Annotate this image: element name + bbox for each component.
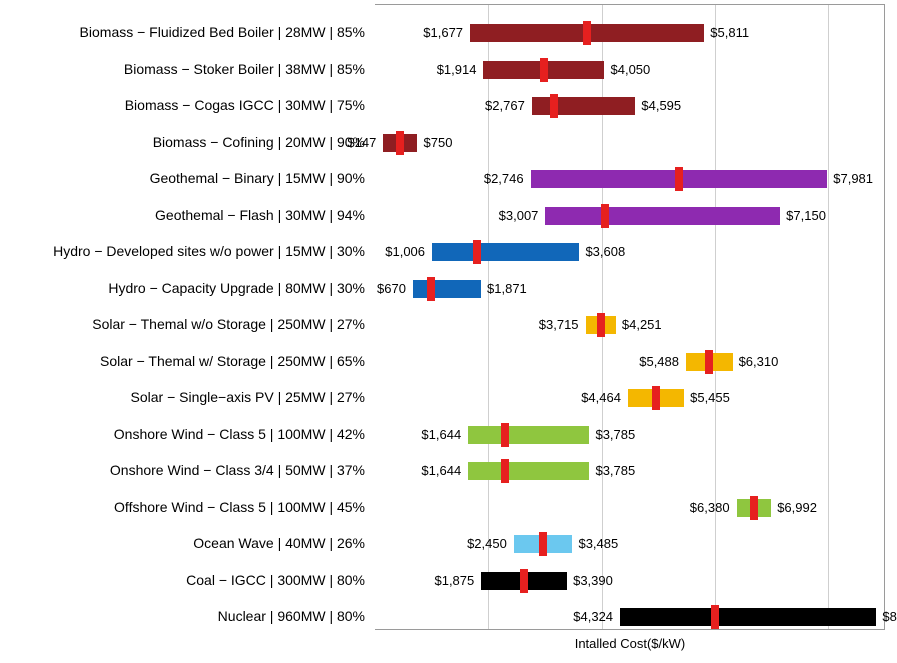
gridline	[715, 5, 716, 629]
low-value-label: $670	[377, 280, 406, 298]
range-bar	[532, 97, 636, 115]
high-value-label: $3,608	[585, 243, 625, 261]
low-value-label: $1,677	[423, 24, 463, 42]
range-bar	[545, 207, 780, 225]
median-marker	[473, 240, 481, 264]
low-value-label: $1,644	[421, 462, 461, 480]
category-label: Offshore Wind − Class 5 | 100MW | 45%	[0, 498, 365, 516]
high-value-label: $3,785	[595, 462, 635, 480]
median-marker	[750, 496, 758, 520]
category-label: Ocean Wave | 40MW | 26%	[0, 534, 365, 552]
plot-area: $1,677$5,811$1,914$4,050$2,767$4,595$147…	[375, 4, 885, 630]
category-label: Onshore Wind − Class 5 | 100MW | 42%	[0, 425, 365, 443]
low-value-label: $2,746	[484, 170, 524, 188]
median-marker	[705, 350, 713, 374]
category-label: Solar − Single−axis PV | 25MW | 27%	[0, 388, 365, 406]
median-marker	[675, 167, 683, 191]
high-value-label: $1,871	[487, 280, 527, 298]
gridline	[828, 5, 829, 629]
installed-cost-chart: Biomass − Fluidized Bed Boiler | 28MW | …	[0, 0, 897, 663]
low-value-label: $1,914	[437, 61, 477, 79]
low-value-label: $1,875	[434, 572, 474, 590]
low-value-label: $147	[347, 134, 376, 152]
category-label: Solar − Themal w/ Storage | 250MW | 65%	[0, 352, 365, 370]
range-bar	[620, 608, 876, 626]
category-label: Biomass − Cogas IGCC | 30MW | 75%	[0, 96, 365, 114]
median-marker	[550, 94, 558, 118]
high-value-label: $7,981	[833, 170, 873, 188]
category-label: Solar − Themal w/o Storage | 250MW | 27%	[0, 315, 365, 333]
high-value-label: $4,251	[622, 316, 662, 334]
high-value-label: $5,455	[690, 389, 730, 407]
category-label: Hydro − Capacity Upgrade | 80MW | 30%	[0, 279, 365, 297]
low-value-label: $1,006	[385, 243, 425, 261]
median-marker	[501, 423, 509, 447]
low-value-label: $3,007	[499, 207, 539, 225]
high-value-label: $750	[424, 134, 453, 152]
x-axis-label: Intalled Cost($/kW)	[375, 636, 885, 651]
high-value-label: $3,785	[595, 426, 635, 444]
median-marker	[583, 21, 591, 45]
high-value-label: $3,485	[578, 535, 618, 553]
high-value-label: $3,390	[573, 572, 613, 590]
category-label: Onshore Wind − Class 3/4 | 50MW | 37%	[0, 461, 365, 479]
low-value-label: $4,464	[581, 389, 621, 407]
high-value-label: $5,811	[710, 24, 749, 42]
high-value-label: $6,310	[739, 353, 779, 371]
median-marker	[427, 277, 435, 301]
low-value-label: $5,488	[639, 353, 679, 371]
low-value-label: $2,450	[467, 535, 507, 553]
category-label: Nuclear | 960MW | 80%	[0, 607, 365, 625]
category-label: Geothemal − Binary | 15MW | 90%	[0, 169, 365, 187]
median-marker	[711, 605, 719, 629]
range-bar	[468, 426, 589, 444]
low-value-label: $6,380	[690, 499, 730, 517]
category-label: Geothemal − Flash | 30MW | 94%	[0, 206, 365, 224]
median-marker	[520, 569, 528, 593]
median-marker	[540, 58, 548, 82]
category-label: Biomass − Cofining | 20MW | 90%	[0, 133, 365, 151]
low-value-label: $4,324	[573, 608, 613, 626]
range-bar	[413, 280, 481, 298]
category-label: Coal − IGCC | 300MW | 80%	[0, 571, 365, 589]
category-label: Biomass − Stoker Boiler | 38MW | 85%	[0, 60, 365, 78]
high-value-label: $4,050	[611, 61, 651, 79]
median-marker	[501, 459, 509, 483]
high-value-label: $8,848	[882, 608, 897, 626]
range-bar	[432, 243, 579, 261]
median-marker	[539, 532, 547, 556]
median-marker	[652, 386, 660, 410]
high-value-label: $6,992	[777, 499, 817, 517]
category-label: Biomass − Fluidized Bed Boiler | 28MW | …	[0, 23, 365, 41]
high-value-label: $7,150	[786, 207, 826, 225]
range-bar	[468, 462, 589, 480]
category-label: Hydro − Developed sites w/o power | 15MW…	[0, 242, 365, 260]
median-marker	[396, 131, 404, 155]
median-marker	[597, 313, 605, 337]
low-value-label: $3,715	[539, 316, 579, 334]
low-value-label: $1,644	[421, 426, 461, 444]
low-value-label: $2,767	[485, 97, 525, 115]
high-value-label: $4,595	[641, 97, 681, 115]
median-marker	[601, 204, 609, 228]
category-labels-column: Biomass − Fluidized Bed Boiler | 28MW | …	[0, 0, 375, 635]
